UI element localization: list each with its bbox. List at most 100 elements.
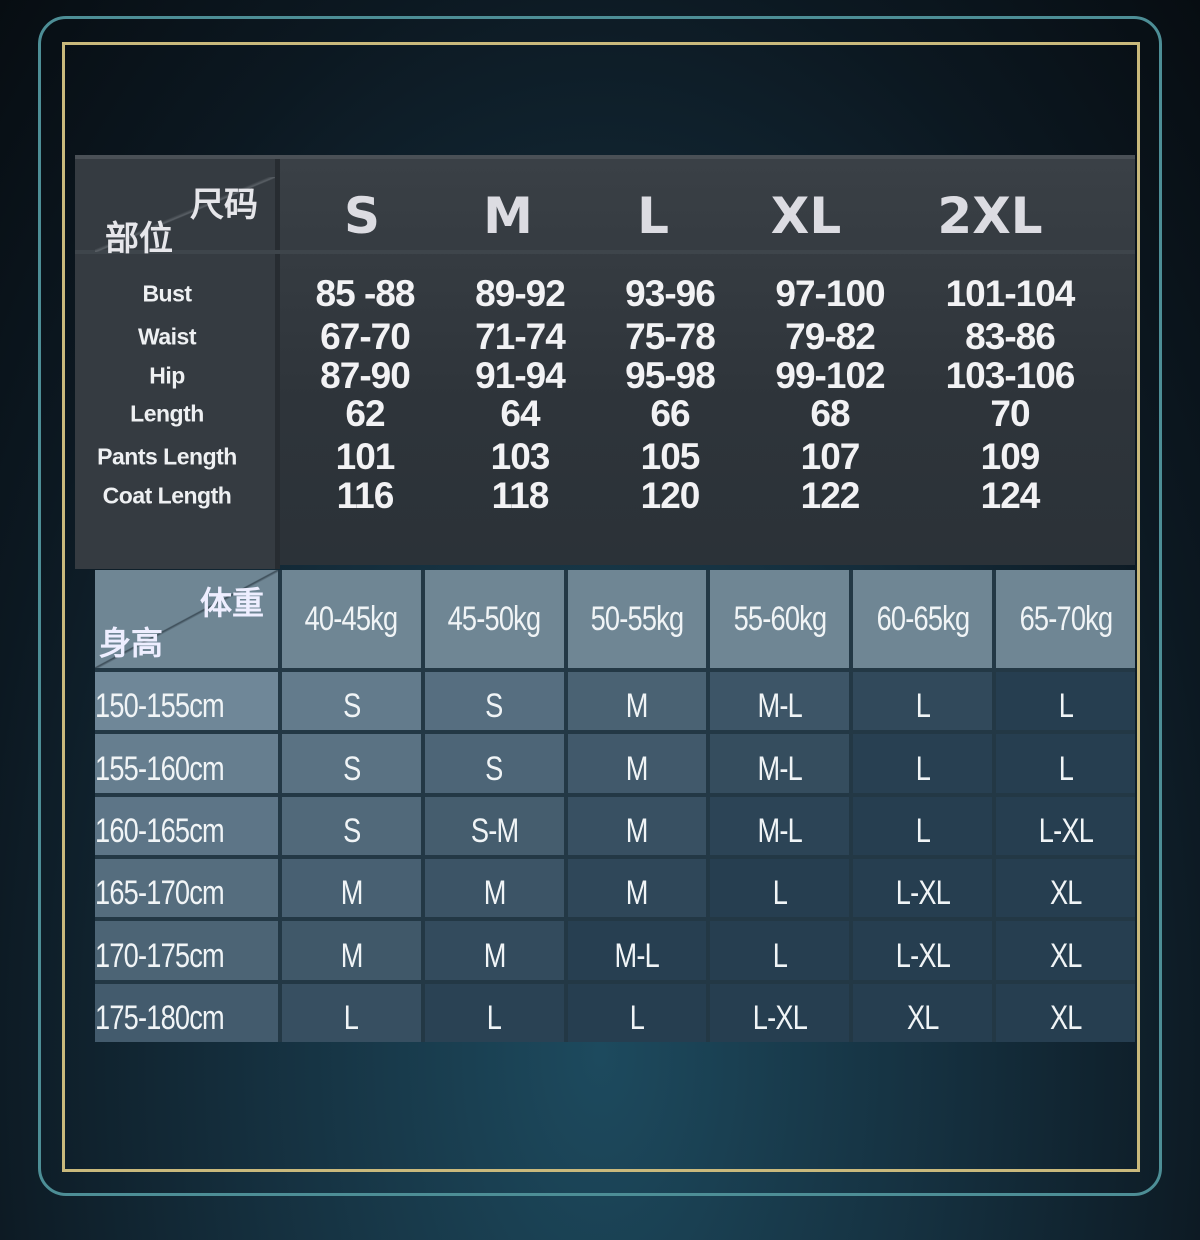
row-label: Length bbox=[130, 400, 204, 427]
measurement-value: 85 -88 bbox=[315, 273, 416, 314]
size-text: S bbox=[342, 687, 361, 726]
size-header-row bbox=[75, 159, 1135, 254]
measurement-value: 97-100 bbox=[775, 273, 885, 314]
size-text: L bbox=[915, 749, 931, 788]
measurement-value: 103 bbox=[490, 436, 551, 477]
size-recommendation-cell: XL bbox=[996, 858, 1135, 918]
size-recommendation-cell: S bbox=[282, 672, 421, 731]
size-text: S-M bbox=[470, 811, 519, 850]
corner-weight-label: 体重 bbox=[199, 584, 264, 622]
weight-label: 50-55kg bbox=[590, 599, 684, 638]
measurement-value: 64 bbox=[500, 393, 540, 434]
size-recommendation-cell: M-L bbox=[710, 734, 850, 793]
size-text: L-XL bbox=[752, 998, 808, 1037]
size-recommendation-cell: L bbox=[424, 983, 564, 1042]
size-text: L-XL bbox=[895, 874, 951, 913]
size-recommendation-cell: S bbox=[282, 796, 421, 855]
measurement-value: 89-92 bbox=[475, 273, 566, 314]
size-recommendation-cell: M bbox=[282, 858, 421, 918]
size-recommendation-cell: M bbox=[424, 921, 564, 980]
measurement-value: 71-74 bbox=[475, 316, 566, 357]
size-recommendation-cell: S-M bbox=[424, 796, 564, 855]
size-text: M bbox=[626, 749, 649, 788]
decorative-frame-outer bbox=[38, 16, 1162, 1196]
size-text: L bbox=[1058, 749, 1073, 788]
size-recommendation-cell: L bbox=[853, 796, 993, 855]
weight-header: 65-70kg bbox=[996, 570, 1135, 668]
height-text: 160-165cm bbox=[95, 811, 225, 850]
size-recommendation-cell: M-L bbox=[710, 672, 850, 731]
size-recommendation-cell: L bbox=[996, 734, 1135, 793]
size-text: XL bbox=[906, 998, 939, 1037]
size-text: M-L bbox=[757, 811, 803, 850]
size-text: L bbox=[915, 811, 931, 850]
size-text: L bbox=[1058, 687, 1073, 726]
measurement-value: 67-70 bbox=[320, 316, 411, 357]
size-text: M-L bbox=[757, 749, 803, 788]
height-text: 165-170cm bbox=[95, 874, 225, 913]
size-recommendation-cell: S bbox=[424, 734, 564, 793]
height-text: 175-180cm bbox=[95, 998, 225, 1037]
row-label: Waist bbox=[138, 323, 197, 350]
measurement-value: 107 bbox=[800, 436, 861, 477]
size-text: L bbox=[772, 936, 788, 975]
size-header: M bbox=[483, 187, 533, 245]
measurement-value: 109 bbox=[980, 436, 1041, 477]
size-header: S bbox=[343, 187, 381, 245]
size-text: S bbox=[485, 687, 504, 726]
measurement-value: 62 bbox=[345, 393, 385, 434]
size-recommendation-cell: M bbox=[567, 734, 707, 793]
size-recommendation-cell: M-L bbox=[567, 921, 707, 980]
size-recommendation-cell: S bbox=[424, 672, 564, 731]
measurement-value: 75-78 bbox=[625, 316, 716, 357]
measurement-value: 70 bbox=[990, 393, 1030, 434]
measurement-value: 124 bbox=[980, 475, 1041, 516]
size-text: L-XL bbox=[895, 936, 951, 975]
measurement-table: 尺码 部位 S M L XL 2XL Bust 85 -88 89-92 93-96 97-100… bbox=[75, 155, 1135, 569]
measurement-value: 120 bbox=[640, 475, 701, 516]
fit-table-corner: 体重 身高 bbox=[95, 570, 278, 668]
measurement-value: 83-86 bbox=[965, 316, 1056, 357]
size-text: M-L bbox=[614, 936, 660, 975]
size-text: M bbox=[340, 874, 363, 913]
size-text: M-L bbox=[757, 687, 803, 726]
measurement-value: 68 bbox=[810, 393, 850, 434]
size-header: XL bbox=[770, 187, 842, 245]
size-recommendation-cell: L bbox=[853, 734, 993, 793]
weight-label: 55-60kg bbox=[733, 599, 827, 638]
height-text: 150-155cm bbox=[95, 687, 225, 726]
size-recommendation-cell: M bbox=[282, 921, 421, 980]
size-text: L bbox=[915, 687, 931, 726]
row-label: Bust bbox=[142, 280, 192, 307]
measurement-value: 99-102 bbox=[775, 355, 885, 396]
size-recommendation-cell: M bbox=[424, 858, 564, 918]
size-recommendation-cell: L-XL bbox=[710, 983, 850, 1042]
weight-header: 40-45kg bbox=[282, 570, 421, 668]
size-recommendation-cell: L-XL bbox=[996, 796, 1135, 855]
size-text: L bbox=[629, 998, 645, 1037]
corner-size-label: 尺码 bbox=[190, 185, 258, 225]
size-text: M bbox=[626, 874, 649, 913]
measurement-value: 79-82 bbox=[785, 316, 876, 357]
height-label: 175-180cm bbox=[95, 983, 278, 1042]
weight-label: 40-45kg bbox=[305, 599, 398, 638]
size-recommendation-cell: M bbox=[567, 858, 707, 918]
measurement-value: 122 bbox=[800, 475, 861, 516]
weight-label: 65-70kg bbox=[1019, 599, 1112, 638]
corner-part-label: 部位 bbox=[105, 219, 173, 259]
measurement-value: 66 bbox=[650, 393, 690, 434]
size-text: M bbox=[626, 687, 649, 726]
row-label: Pants Length bbox=[97, 443, 237, 470]
measurement-value: 116 bbox=[336, 475, 395, 516]
size-recommendation-cell: L-XL bbox=[853, 858, 993, 918]
size-text: L bbox=[487, 998, 502, 1037]
weight-header: 60-65kg bbox=[853, 570, 993, 668]
measurement-value: 101-104 bbox=[945, 273, 1076, 314]
corner-height-label: 身高 bbox=[99, 624, 164, 662]
size-text: L bbox=[344, 998, 359, 1037]
size-header: L bbox=[637, 187, 669, 245]
size-text: S bbox=[342, 749, 361, 788]
size-text: XL bbox=[1049, 874, 1082, 913]
size-text: L bbox=[772, 874, 788, 913]
size-recommendation-cell: L bbox=[853, 672, 993, 731]
